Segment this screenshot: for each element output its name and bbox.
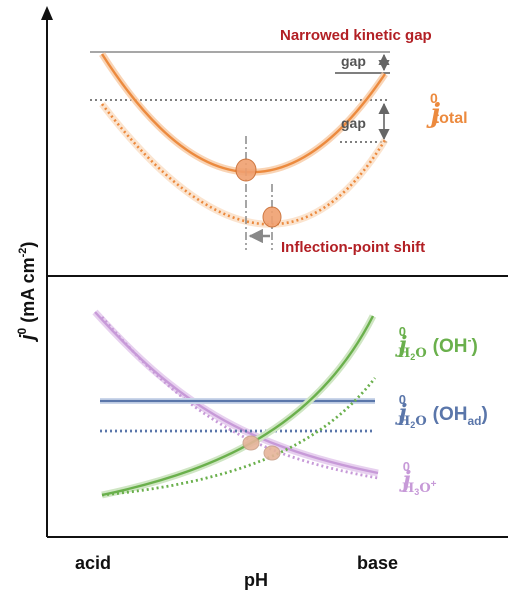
bottom-curves: [92, 309, 379, 499]
y-axis-label-units: (mA cm: [18, 257, 38, 327]
total-dotted-curve: [100, 103, 387, 226]
lower-gap-label: gap: [341, 115, 366, 131]
inflection-markers: [235, 136, 282, 250]
top-reference-lines: [90, 51, 390, 143]
x-axis-label: pH: [244, 570, 268, 590]
top-curves: [99, 52, 388, 228]
j-h2o-oh-species-superscript: -: [467, 333, 471, 347]
j-h3o-subscript-h: H: [402, 481, 414, 496]
j-h2o-ohad-species-subscript: ad: [467, 414, 481, 428]
j-h3o-label: j0 H3O+: [399, 459, 437, 497]
j-h2o-ohad-subscript-2: 2: [410, 420, 415, 430]
j-total-label: j0 total: [426, 90, 468, 129]
j-h3o-subscript-3: 3: [414, 487, 419, 497]
crossing-point-dotted: [263, 445, 281, 461]
j-h2o-ohad-species-close: ): [481, 404, 487, 425]
oh-solid-curve: [101, 315, 375, 497]
y-axis-label-superscript: 0: [15, 327, 29, 334]
j-h2o-ohad-subscript-h: H: [398, 414, 410, 429]
j-h2o-oh-subscript-h: H: [398, 346, 410, 361]
bottom-labels: j0 H2O (OH-) j0 H2O (OHad) j0 H3O+: [395, 324, 488, 497]
crossing-point-solid: [242, 435, 260, 451]
j-h2o-oh-label: j0 H2O (OH-): [395, 324, 478, 362]
oh-dotted-curve: [101, 377, 377, 497]
y-axis-label-units-superscript: -2: [17, 248, 29, 258]
j-h2o-ohad-subscript-o: O: [415, 414, 426, 429]
dotted-minimum-point: [262, 206, 282, 228]
j-h3o-subscript-o: O: [419, 481, 430, 496]
top-labels: Narrowed kinetic gap gap gap Inflection-…: [280, 27, 468, 256]
j-h2o-ohad-label: j0 H2O (OHad): [395, 392, 488, 430]
x-tick-base: base: [357, 553, 398, 573]
j-h2o-ohad-species: (OH: [433, 404, 468, 425]
j-total-superscript: 0: [430, 90, 438, 106]
j-h3o-superscript: 0: [403, 459, 410, 474]
inflection-point-shift-label: Inflection-point shift: [281, 239, 425, 256]
solid-minimum-point: [235, 158, 257, 182]
j-h2o-oh-species: (OH: [433, 336, 468, 357]
j-h2o-oh-superscript: 0: [399, 324, 406, 339]
axis-labels: j0 (mA cm-2) acid base pH: [15, 242, 398, 590]
y-axis-label: j0 (mA cm-2): [15, 242, 39, 343]
y-axis-label-symbol: j: [17, 334, 39, 343]
j-h2o-oh-species-close: ): [471, 336, 477, 357]
y-axis-arrowhead: [41, 6, 53, 20]
j-h2o-ohad-superscript: 0: [399, 392, 406, 407]
j-h3o-subscript-plus: +: [431, 479, 437, 490]
y-axis-label-close: ): [18, 242, 38, 248]
h3o-dotted-curve: [100, 316, 379, 480]
x-tick-acid: acid: [75, 553, 111, 573]
j-h2o-oh-subscript-2: 2: [410, 352, 415, 362]
axes: [41, 6, 508, 538]
upper-gap-label: gap: [341, 53, 366, 69]
j-total-subscript: total: [434, 110, 468, 127]
narrowed-kinetic-gap-label: Narrowed kinetic gap: [280, 27, 432, 44]
j-h2o-oh-subscript-o: O: [415, 346, 426, 361]
